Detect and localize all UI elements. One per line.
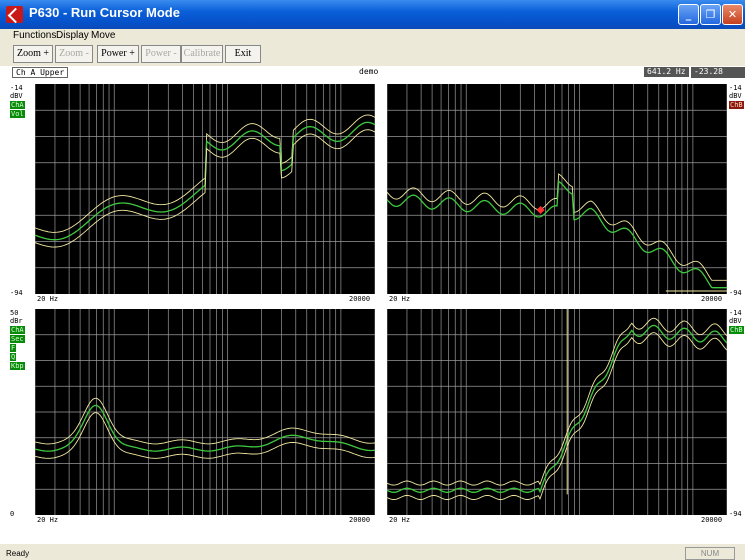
x-min-label: 20 Hz — [389, 295, 411, 303]
channel-badge-vol: Vol — [10, 110, 25, 118]
trace-green — [35, 404, 375, 452]
menu-functions[interactable]: Functions — [13, 30, 57, 41]
y-min-label: -94 — [10, 289, 23, 297]
channel-badge-f: F — [10, 344, 17, 352]
x-min-label: 20 Hz — [37, 516, 59, 524]
y-min-label: -94 — [729, 510, 742, 518]
trace-yellow — [387, 317, 727, 486]
y-max-label: 50 — [10, 309, 19, 317]
y-unit-label: dBV — [10, 92, 23, 100]
y-unit-label: dBV — [729, 317, 742, 325]
trace-green — [387, 180, 727, 289]
minimize-button[interactable]: _ — [678, 4, 699, 25]
y-unit-label: dBV — [729, 92, 742, 100]
window-title: P630 - Run Cursor Mode — [29, 5, 180, 20]
trace-yellow — [35, 412, 375, 459]
exit-button[interactable]: Exit — [225, 45, 261, 63]
grid — [387, 309, 727, 515]
plot-4[interactable] — [387, 309, 727, 515]
x-max-label: 20000 — [349, 295, 371, 303]
x-max-label: 20000 — [701, 295, 723, 303]
y-min-label: -94 — [729, 289, 742, 297]
y-max-label: -14 — [729, 84, 742, 92]
trace-yellow — [35, 129, 375, 248]
channel-badge-sec: Sec — [10, 335, 25, 343]
demo-label: demo — [359, 67, 379, 76]
status-text: Ready — [6, 549, 30, 558]
y-min-label: 0 — [10, 510, 15, 518]
channel-badge-chb: ChB — [729, 326, 744, 334]
status-bar: Ready NUM — [0, 546, 745, 560]
y-unit-label: dBr — [10, 317, 23, 325]
y-max-label: -14 — [10, 84, 23, 92]
menu-display[interactable]: Display — [56, 30, 89, 41]
menu-move[interactable]: Move — [91, 30, 116, 41]
plot-area: -14 dBV ChA Vol -94 20 Hz 20000 -14 dBV ChB -94 20 … — [0, 78, 745, 544]
power-up-button[interactable]: Power + — [97, 45, 139, 63]
frequency-readout: 641.2 Hz — [644, 67, 689, 77]
maximize-button[interactable]: ❐ — [700, 4, 721, 25]
app-icon — [6, 6, 23, 23]
num-lock-indicator: NUM — [685, 547, 735, 560]
calibrate-button[interactable]: Calibrate — [181, 45, 223, 63]
cursor-marker[interactable] — [536, 206, 545, 214]
plot-1[interactable] — [35, 84, 375, 294]
plot-3[interactable] — [35, 309, 375, 515]
plot-2[interactable] — [387, 84, 727, 294]
x-min-label: 20 Hz — [389, 516, 411, 524]
zoom-in-button[interactable]: Zoom + — [13, 45, 53, 63]
x-max-label: 20000 — [349, 516, 371, 524]
power-down-button[interactable]: Power - — [141, 45, 181, 63]
channel-badge-cha: ChA — [10, 326, 25, 334]
close-button[interactable]: ✕ — [722, 4, 743, 25]
channel-badge-q: Q — [10, 353, 17, 361]
channel-badge-chb: ChB — [729, 101, 744, 109]
channel-badge-kbp: Kbp — [10, 362, 25, 370]
toolbar: Zoom + Zoom - Power + Power - Calibrate … — [0, 43, 745, 64]
y-max-label: -14 — [729, 309, 742, 317]
channel-badge-cha: ChA — [10, 101, 25, 109]
zoom-out-button[interactable]: Zoom - — [55, 45, 93, 63]
trace-green — [387, 324, 727, 494]
grid — [35, 84, 375, 294]
x-min-label: 20 Hz — [37, 295, 59, 303]
x-max-label: 20000 — [701, 516, 723, 524]
title-bar: P630 - Run Cursor Mode _ ❐ ✕ — [0, 0, 745, 29]
info-bar: Ch A Upper demo 641.2 Hz -23.28 dBV — [0, 66, 745, 87]
trace-yellow — [387, 332, 727, 501]
grid — [387, 84, 727, 294]
trace-yellow — [35, 397, 375, 445]
menu-bar: Functions Display Move — [0, 29, 745, 43]
channel-label: Ch A Upper — [12, 67, 69, 78]
